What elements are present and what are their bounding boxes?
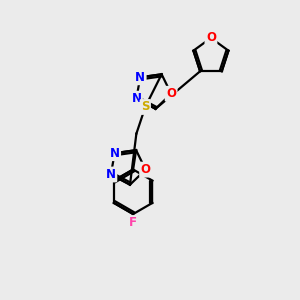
Text: N: N <box>110 147 120 160</box>
Text: O: O <box>141 163 151 176</box>
Text: F: F <box>129 217 137 230</box>
Text: O: O <box>206 32 216 44</box>
Text: N: N <box>106 168 116 181</box>
Text: N: N <box>135 71 145 84</box>
Text: N: N <box>131 92 141 105</box>
Text: S: S <box>141 100 149 113</box>
Text: O: O <box>166 87 176 100</box>
